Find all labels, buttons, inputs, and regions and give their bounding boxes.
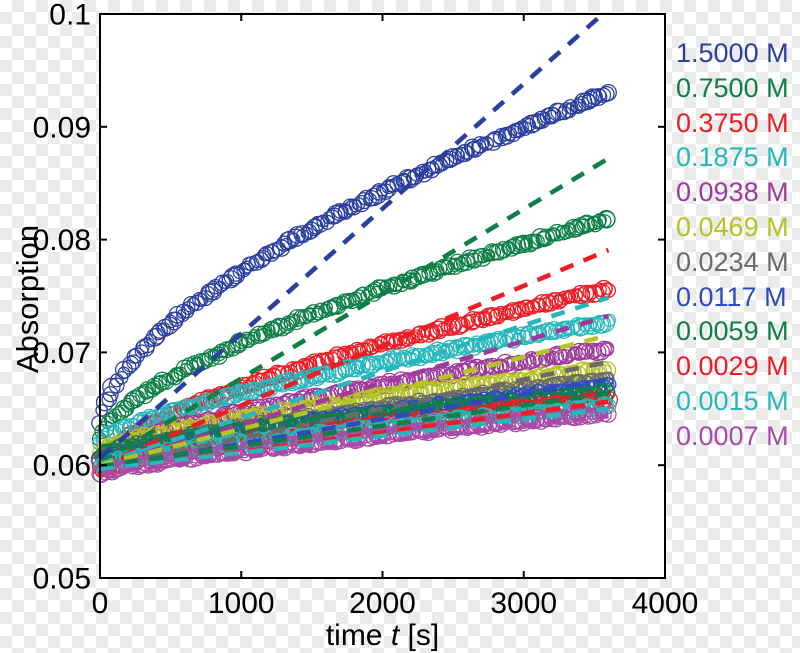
- legend-item-11: 0.0007 M: [676, 420, 789, 451]
- legend-item-1: 0.7500 M: [676, 72, 789, 103]
- x-tick-label: 4000: [632, 587, 699, 620]
- x-axis-label-suffix: [s]: [399, 619, 440, 652]
- y-axis-label: Absorption: [10, 224, 45, 374]
- legend-item-4: 0.0938 M: [676, 177, 789, 208]
- fit-line-5: [100, 333, 610, 468]
- legend: 1.5000 M 0.7500 M 0.3750 M 0.1875 M 0.0938 M…: [676, 36, 789, 454]
- legend-item-6: 0.0234 M: [676, 246, 789, 277]
- x-tick-label: 3000: [490, 587, 557, 620]
- fit-line-8: [100, 390, 609, 469]
- fit-line-2: [100, 247, 610, 468]
- x-tick-label: 2000: [349, 587, 416, 620]
- x-tick-label: 1000: [208, 587, 275, 620]
- legend-item-5: 0.0469 M: [676, 211, 789, 242]
- y-tick-label: 0.05: [33, 563, 91, 596]
- legend-item-7: 0.0117 M: [676, 281, 787, 312]
- fit-lines-layer: [100, 14, 610, 476]
- x-axis-label-prefix: time: [325, 619, 391, 652]
- axes: [99, 13, 666, 579]
- x-axis-label: time t [s]: [100, 619, 665, 653]
- legend-item-8: 0.0059 M: [676, 316, 789, 347]
- fit-line-6: [100, 359, 609, 470]
- fit-line-11: [100, 413, 609, 476]
- fit-line-10: [100, 406, 609, 472]
- x-axis-label-variable: t: [390, 619, 400, 652]
- y-tick-label: 0.08: [33, 224, 91, 257]
- legend-item-10: 0.0015 M: [676, 385, 789, 416]
- legend-item-0: 1.5000 M: [676, 38, 789, 68]
- tick-labels: 0 1000 2000 3000 4000 0.05 0.06 0.07 0.08 0.09 0.1: [33, 0, 699, 620]
- y-tick-label: 0.1: [49, 0, 91, 32]
- legend-item-9: 0.0029 M: [676, 351, 789, 382]
- x-tick-label: 0: [92, 587, 109, 620]
- y-tick-label: 0.09: [33, 111, 91, 144]
- legend-item-2: 0.3750 M: [676, 107, 789, 138]
- fit-line-0: [100, 14, 607, 461]
- y-tick-label: 0.07: [33, 337, 91, 370]
- y-tick-label: 0.06: [33, 450, 91, 483]
- legend-item-3: 0.1875 M: [676, 142, 789, 173]
